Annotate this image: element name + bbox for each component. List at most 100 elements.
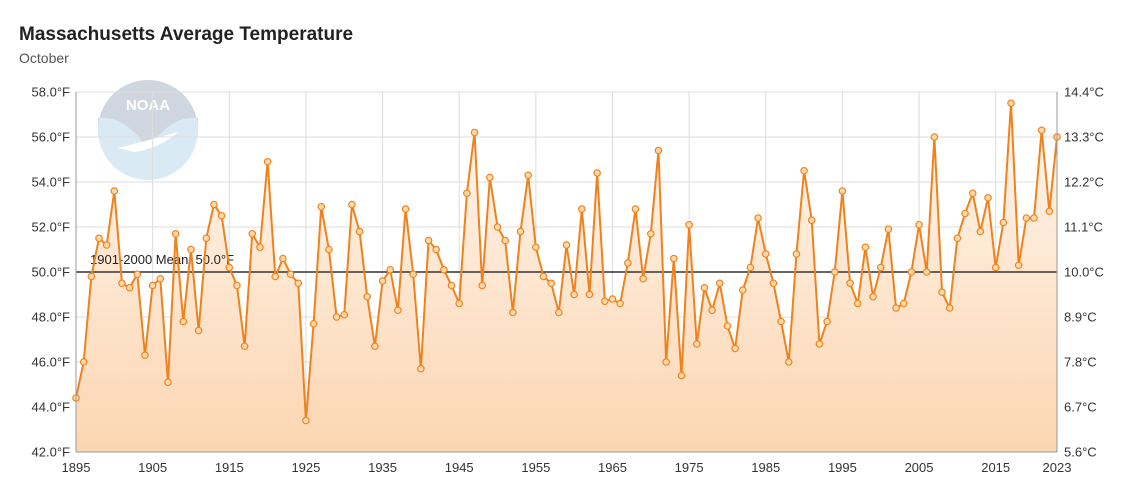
x-tick-label: 1935	[368, 460, 397, 475]
data-point	[547, 279, 555, 288]
data-point	[953, 234, 962, 243]
data-point	[1037, 126, 1046, 135]
y-tick-label-left: 50.0°F	[32, 265, 71, 280]
data-point	[171, 229, 180, 238]
data-point	[95, 234, 103, 243]
data-point	[570, 290, 578, 299]
data-point	[677, 371, 686, 380]
data-point	[984, 193, 992, 202]
data-point	[915, 220, 923, 229]
x-tick-label: 1925	[291, 460, 320, 475]
y-tick-label-left: 54.0°F	[32, 175, 71, 190]
y-tick-label-right: 10.0°C	[1064, 265, 1104, 280]
data-point	[746, 263, 755, 272]
data-point	[769, 279, 778, 288]
data-point	[830, 268, 839, 276]
data-point	[662, 358, 670, 366]
data-point	[133, 270, 142, 279]
data-point	[516, 227, 525, 236]
x-tick-label: 1985	[751, 460, 780, 475]
data-point	[692, 340, 701, 348]
data-point	[417, 364, 425, 373]
data-point	[861, 243, 870, 252]
data-point	[938, 288, 946, 297]
data-point	[455, 299, 464, 308]
data-point	[332, 313, 341, 321]
data-point	[892, 304, 900, 312]
data-point	[708, 306, 716, 315]
data-point	[991, 263, 1000, 272]
data-point	[348, 200, 356, 209]
x-tick-label: 1895	[62, 460, 91, 475]
data-point	[409, 270, 418, 279]
data-point	[555, 308, 563, 317]
data-point	[355, 227, 364, 236]
y-tick-label-left: 44.0°F	[32, 400, 71, 415]
data-point	[156, 274, 165, 283]
data-point	[179, 317, 188, 326]
data-point	[578, 205, 586, 213]
data-point	[647, 229, 655, 238]
data-point	[302, 416, 310, 425]
data-point	[823, 317, 831, 326]
data-point	[838, 187, 847, 195]
data-point	[486, 173, 494, 182]
data-point	[876, 263, 885, 272]
y-tick-label-right: 7.8°C	[1064, 355, 1097, 370]
y-tick-label-left: 46.0°F	[32, 355, 71, 370]
y-tick-label-right: 13.3°C	[1064, 130, 1104, 145]
data-point	[463, 189, 471, 198]
data-point	[386, 265, 395, 274]
noaa-logo-text: NOAA	[126, 97, 170, 114]
data-point	[1030, 214, 1038, 222]
data-point	[363, 292, 372, 301]
data-point	[256, 243, 264, 252]
data-point	[884, 225, 893, 234]
data-point	[792, 250, 801, 258]
y-tick-label-left: 52.0°F	[32, 220, 71, 235]
data-point	[110, 187, 119, 195]
data-point	[501, 236, 509, 245]
data-point	[524, 171, 532, 180]
x-tick-label: 1995	[828, 460, 857, 475]
data-point	[731, 344, 739, 353]
data-point	[401, 205, 410, 213]
data-point	[440, 265, 448, 274]
y-tick-label-left: 58.0°F	[32, 85, 71, 100]
y-tick-label-right: 12.2°C	[1064, 175, 1104, 190]
data-point	[79, 358, 88, 366]
y-tick-label-right: 11.1°C	[1064, 220, 1103, 235]
axes: 42.0°F 5.6°C 44.0°F 6.7°C 46.0°F 7.8°C 48.0°F 8…	[32, 85, 1104, 476]
data-point	[248, 229, 257, 238]
data-point	[493, 223, 502, 231]
data-point	[271, 272, 280, 281]
data-point	[930, 133, 939, 141]
chart-subtitle: October	[19, 50, 69, 66]
data-point	[279, 254, 287, 263]
data-point	[470, 128, 479, 137]
data-point	[1022, 214, 1031, 222]
data-point	[194, 326, 203, 335]
data-point	[539, 272, 548, 281]
data-point	[447, 281, 456, 290]
x-tick-label: 1955	[521, 460, 550, 475]
data-point	[669, 254, 678, 263]
data-point	[432, 245, 441, 254]
data-point	[846, 279, 854, 288]
data-points	[72, 99, 1061, 425]
data-point	[593, 169, 601, 177]
data-point	[784, 358, 793, 366]
x-tick-label: 2015	[981, 460, 1010, 475]
data-point	[715, 279, 724, 288]
data-point	[869, 292, 877, 301]
data-point	[585, 290, 594, 299]
x-tick-label: 1965	[598, 460, 627, 475]
y-tick-label-left: 48.0°F	[32, 310, 71, 325]
noaa-logo: NOAA	[98, 80, 198, 180]
data-point	[800, 166, 808, 175]
mean-label: 1901-2000 Mean: 50.0°F	[90, 252, 234, 267]
data-point	[294, 279, 303, 288]
data-point	[616, 299, 624, 308]
area-fill	[76, 103, 1057, 452]
